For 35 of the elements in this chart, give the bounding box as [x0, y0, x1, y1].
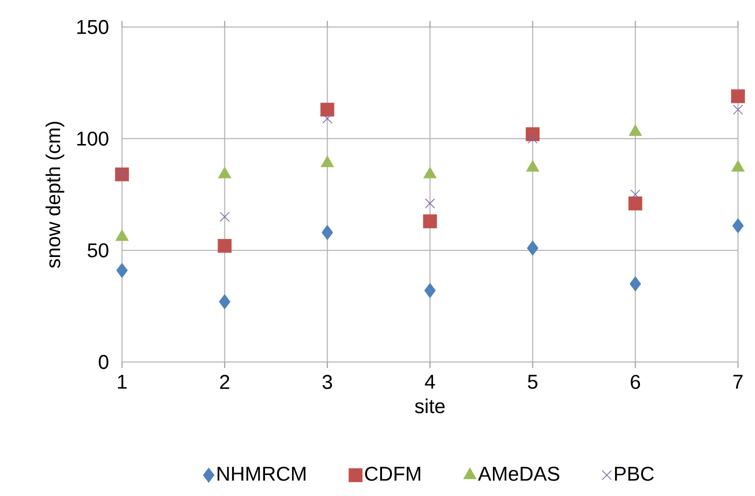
y-tick-label: 0 — [98, 354, 108, 370]
x-axis-title: site — [414, 398, 445, 414]
point — [731, 89, 745, 104]
point — [424, 283, 436, 298]
point — [322, 225, 333, 240]
legend-label: CDFM — [365, 466, 420, 481]
point — [630, 190, 640, 200]
point — [733, 104, 743, 115]
legend-label: PBC — [615, 466, 654, 481]
point — [220, 212, 230, 222]
point — [322, 114, 332, 124]
point — [628, 196, 642, 210]
point — [218, 238, 232, 253]
x-tick-label: 2 — [220, 374, 230, 389]
y-tick-label: 100 — [77, 132, 108, 146]
x-tick-label: 7 — [733, 374, 743, 389]
point — [630, 276, 641, 292]
y-axis-title: snow depth (cm) — [46, 122, 64, 268]
point — [116, 263, 128, 278]
x-tick-label: 3 — [322, 374, 332, 390]
x-tick-label: 6 — [630, 374, 640, 390]
point — [423, 214, 437, 228]
point — [527, 240, 538, 256]
y-tick-label: 50 — [88, 243, 108, 258]
point — [732, 218, 744, 234]
x-tick-label: 4 — [424, 374, 435, 389]
legend-label: AMeDAS — [478, 466, 560, 481]
point — [425, 198, 435, 208]
y-tick-label: 150 — [77, 20, 108, 34]
point — [219, 294, 230, 310]
x-tick-label: 1 — [118, 374, 127, 389]
point — [320, 102, 334, 117]
point — [528, 134, 538, 144]
legend-label: NHMRCM — [218, 466, 306, 481]
x-tick-label: 5 — [528, 374, 538, 389]
